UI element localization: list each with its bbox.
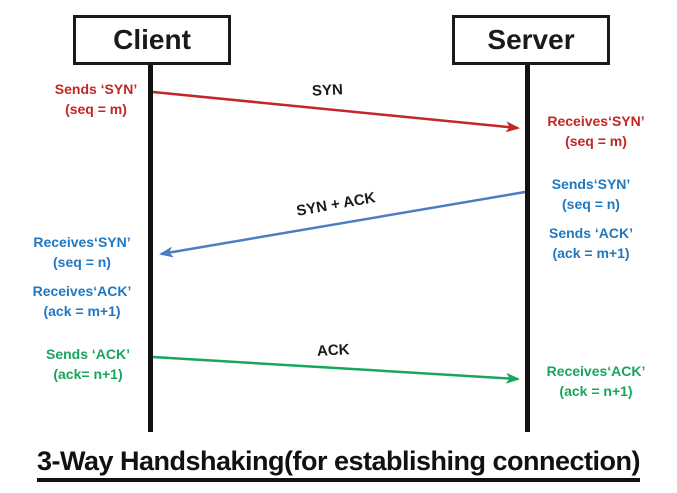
client-actor-box: Client	[73, 15, 231, 65]
syn-arrow-label: SYN	[311, 81, 344, 100]
syn-arrow	[152, 90, 520, 133]
server-sends-ack-line2: (ack = m+1)	[552, 245, 630, 261]
server-receives-syn-line2: (seq = m)	[565, 133, 627, 149]
server-sends-syn-label: Sends‘SYN’ (seq = n)	[526, 174, 656, 214]
server-sends-ack-label: Sends ‘ACK’ (ack = m+1)	[526, 223, 656, 263]
client-sends-syn-line1: Sends ‘SYN’	[54, 81, 138, 97]
diagram-caption: 3-Way Handshaking(for establishing conne…	[0, 446, 677, 482]
server-actor-label: Server	[487, 24, 575, 55]
ack-arrow-label: ACK	[316, 341, 350, 360]
syn-ack-arrow	[159, 190, 526, 258]
client-receives-syn-line1: Receives‘SYN’	[33, 234, 131, 250]
client-receives-syn-line2: (seq = n)	[53, 254, 111, 270]
diagram-caption-text: 3-Way Handshaking(for establishing conne…	[36, 446, 641, 482]
server-receives-ack-line1: Receives‘ACK’	[546, 363, 646, 379]
server-receives-syn-line1: Receives‘SYN’	[547, 113, 645, 129]
client-receives-ack-label: Receives‘ACK’ (ack = m+1)	[17, 281, 147, 321]
client-sends-ack-label: Sends ‘ACK’ (ack= n+1)	[23, 344, 153, 384]
server-sends-syn-line2: (seq = n)	[562, 196, 620, 212]
client-sends-ack-line1: Sends ‘ACK’	[45, 346, 130, 362]
client-receives-syn-label: Receives‘SYN’ (seq = n)	[17, 232, 147, 272]
client-receives-ack-line2: (ack = m+1)	[43, 303, 121, 319]
server-receives-syn-label: Receives‘SYN’ (seq = m)	[531, 111, 661, 151]
server-actor-box: Server	[452, 15, 610, 65]
client-sends-syn-line2: (seq = m)	[65, 101, 127, 117]
ack-arrow	[152, 355, 520, 384]
client-sends-syn-label: Sends ‘SYN’ (seq = m)	[31, 79, 161, 119]
server-sends-syn-line1: Sends‘SYN’	[551, 176, 631, 192]
client-lifeline	[148, 61, 153, 432]
client-sends-ack-line2: (ack= n+1)	[53, 366, 123, 382]
client-receives-ack-line1: Receives‘ACK’	[32, 283, 132, 299]
client-actor-label: Client	[113, 24, 191, 55]
server-sends-ack-line1: Sends ‘ACK’	[548, 225, 633, 241]
server-receives-ack-line2: (ack = n+1)	[559, 383, 633, 399]
server-lifeline	[525, 61, 530, 432]
server-receives-ack-label: Receives‘ACK’ (ack = n+1)	[531, 361, 661, 401]
